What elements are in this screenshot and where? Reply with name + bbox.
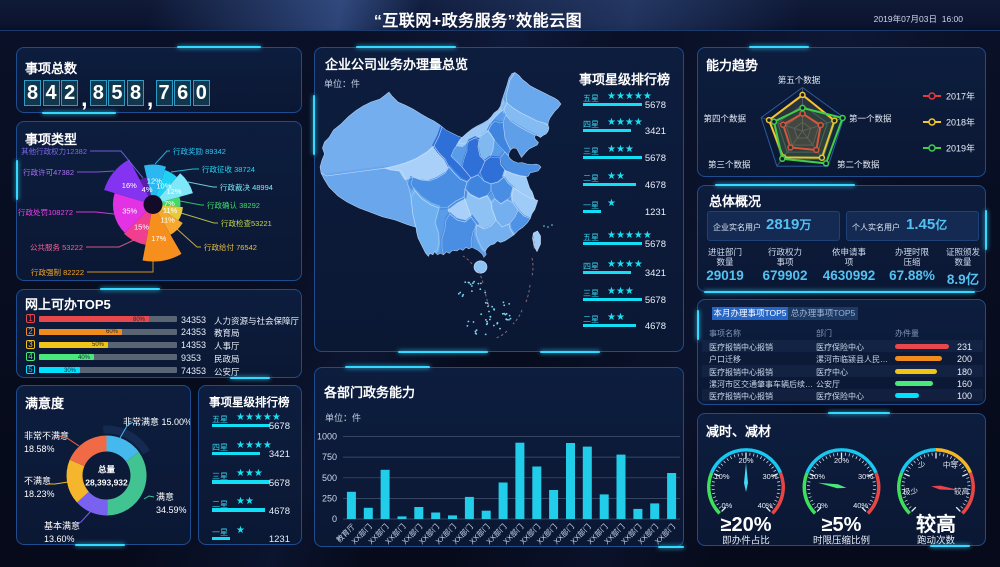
svg-text:≥5%: ≥5% (822, 514, 862, 536)
svg-text:11%: 11% (163, 206, 178, 215)
svg-text:行政强制 82222: 行政强制 82222 (31, 267, 84, 277)
svg-text:15%: 15% (134, 222, 149, 231)
svg-text:10%: 10% (156, 182, 171, 191)
svg-text:18.23%: 18.23% (24, 489, 55, 499)
svg-text:非常满意 15.00%: 非常满意 15.00% (123, 416, 190, 427)
svg-text:较高: 较高 (954, 486, 969, 496)
svg-text:30%: 30% (858, 472, 873, 481)
svg-text:28,393,932: 28,393,932 (85, 478, 128, 488)
svg-text:行政奖励 89342: 行政奖励 89342 (173, 146, 226, 156)
svg-text:13.60%: 13.60% (44, 534, 75, 544)
svg-text:10%: 10% (714, 472, 729, 481)
svg-text:35%: 35% (122, 206, 137, 215)
svg-text:≥20%: ≥20% (720, 514, 771, 536)
svg-text:极少: 极少 (903, 486, 918, 496)
svg-text:行政征收 38724: 行政征收 38724 (202, 164, 255, 174)
svg-text:20%: 20% (834, 456, 849, 465)
svg-text:少: 少 (918, 460, 926, 469)
svg-text:基本满意: 基本满意 (44, 520, 80, 531)
svg-text:非常不满意: 非常不满意 (24, 430, 69, 441)
svg-text:其他行政权力12382: 其他行政权力12382 (21, 146, 87, 156)
svg-text:30%: 30% (762, 472, 777, 481)
svg-text:500: 500 (322, 473, 337, 483)
svg-text:16%: 16% (122, 181, 137, 190)
svg-text:2019年: 2019年 (946, 143, 975, 154)
svg-text:行政许可47382: 行政许可47382 (23, 167, 74, 177)
svg-text:4%: 4% (142, 185, 153, 194)
svg-text:11%: 11% (160, 216, 175, 225)
svg-text:行政裁决 48994: 行政裁决 48994 (220, 182, 273, 192)
svg-text:10%: 10% (810, 472, 825, 481)
svg-text:行政处罚108272: 行政处罚108272 (18, 207, 73, 217)
svg-text:40%: 40% (758, 501, 773, 510)
svg-text:第五个数据: 第五个数据 (778, 75, 821, 85)
svg-text:17%: 17% (151, 234, 166, 243)
svg-text:20%: 20% (738, 456, 753, 465)
svg-text:行政给付 76542: 行政给付 76542 (204, 242, 257, 252)
svg-text:18.58%: 18.58% (24, 444, 55, 454)
svg-text:34.59%: 34.59% (156, 505, 187, 515)
svg-text:跑动次数: 跑动次数 (917, 535, 956, 546)
svg-text:公共服务 53222: 公共服务 53222 (30, 242, 83, 252)
svg-text:1000: 1000 (317, 432, 337, 442)
svg-text:12%: 12% (147, 177, 162, 186)
svg-text:不满意: 不满意 (24, 475, 51, 486)
svg-text:0%: 0% (721, 501, 732, 510)
svg-text:时限压缩比例: 时限压缩比例 (813, 535, 870, 546)
svg-text:满意: 满意 (156, 491, 174, 502)
svg-text:40%: 40% (853, 501, 868, 510)
svg-text:第三个数据: 第三个数据 (708, 160, 751, 170)
svg-text:总量: 总量 (98, 465, 116, 475)
svg-text:250: 250 (322, 493, 337, 503)
svg-text:行政检查53221: 行政检查53221 (221, 218, 272, 228)
svg-text:行政确认 38292: 行政确认 38292 (207, 200, 260, 210)
svg-text:7%: 7% (164, 199, 175, 208)
svg-text:0: 0 (332, 514, 337, 524)
svg-text:0%: 0% (817, 501, 828, 510)
svg-text:即办件占比: 即办件占比 (722, 535, 770, 546)
svg-text:较高: 较高 (916, 512, 956, 536)
svg-text:750: 750 (322, 452, 337, 462)
svg-text:12%: 12% (166, 187, 181, 196)
svg-text:2017年: 2017年 (946, 91, 975, 102)
svg-text:第一个数据: 第一个数据 (849, 114, 892, 124)
svg-text:第四个数据: 第四个数据 (703, 114, 746, 124)
svg-text:第二个数据: 第二个数据 (837, 160, 880, 170)
svg-text:中等: 中等 (943, 459, 958, 469)
svg-text:2018年: 2018年 (946, 117, 975, 128)
